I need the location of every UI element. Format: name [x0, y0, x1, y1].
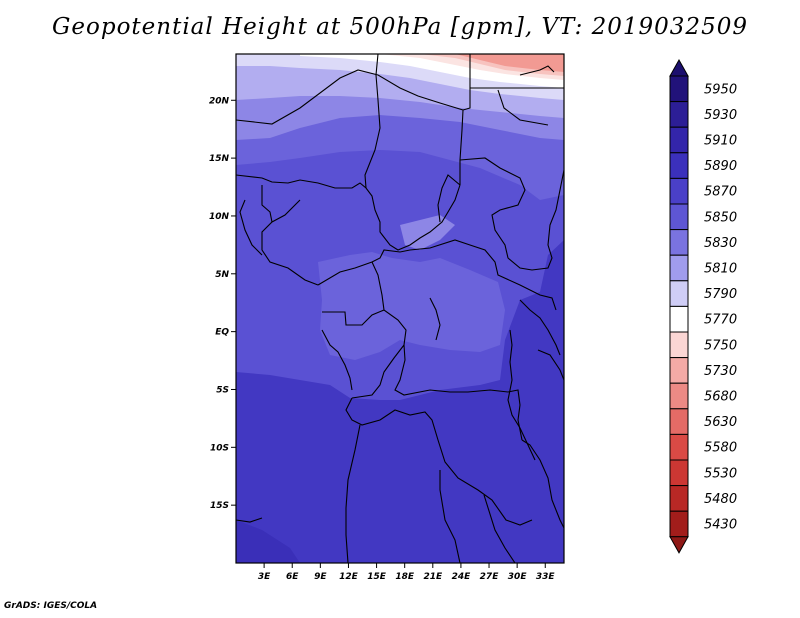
- colorbar-label: 5770: [704, 313, 737, 328]
- colorbar-swatch: [669, 357, 689, 384]
- field-south-deep: [236, 520, 300, 563]
- colorbar-label: 5530: [704, 466, 737, 481]
- colorbar-swatch: [669, 408, 689, 435]
- field-congo-patch: [400, 215, 455, 250]
- colorbar-label: 5630: [704, 415, 737, 430]
- colorbar-label: 5910: [704, 134, 737, 149]
- lat-tick-label: 5N: [215, 270, 229, 280]
- colorbar-swatch: [669, 75, 689, 103]
- colorbar-label: 5430: [704, 518, 737, 533]
- height-field: [236, 54, 564, 563]
- lon-tick-label: 3E: [258, 572, 271, 582]
- colorbar-label: 5890: [704, 159, 737, 174]
- country-borders: [236, 54, 564, 563]
- colorbar-label: 5930: [704, 108, 737, 123]
- lon-tick-label: 24E: [452, 572, 472, 582]
- colorbar-swatch: [669, 101, 689, 128]
- lat-tick-label: 20N: [209, 96, 230, 106]
- lon-tick-label: 33E: [536, 572, 556, 582]
- colorbar-label: 5830: [704, 236, 737, 251]
- field-red: [455, 54, 564, 72]
- colorbar-swatch: [669, 485, 689, 512]
- lat-tick-label: EQ: [215, 328, 229, 338]
- colorbar-label: 5580: [704, 441, 737, 456]
- colorbar-swatch: [669, 152, 689, 179]
- grads-credit: GrADS: IGES/COLA: [4, 601, 98, 611]
- colorbar-label: 5480: [704, 492, 737, 507]
- lon-tick-label: 18E: [395, 572, 415, 582]
- lon-tick-label: 27E: [480, 572, 500, 582]
- colorbar-label: 5850: [704, 210, 737, 225]
- lon-tick-label: 21E: [423, 572, 443, 582]
- colorbar-label: 5730: [704, 364, 737, 379]
- lon-tick-label: 6E: [286, 572, 299, 582]
- colorbar-swatch: [669, 280, 689, 307]
- lat-tick-label: 10N: [209, 212, 230, 222]
- colorbar-top-arrow: [669, 58, 689, 77]
- lon-tick-label: 9E: [314, 572, 327, 582]
- colorbar-bottom-arrow: [669, 536, 689, 554]
- colorbar-swatch: [669, 254, 689, 282]
- lat-tick-label: 15N: [209, 154, 230, 164]
- colorbar-swatch: [669, 433, 689, 461]
- colorbar-swatch: [669, 126, 689, 154]
- colorbar-label: 5950: [704, 82, 737, 97]
- lon-tick-label: 30E: [508, 572, 528, 582]
- field-central-patch: [318, 252, 505, 360]
- map-title: Geopotential Height at 500hPa [gpm], VT:…: [52, 14, 748, 40]
- colorbar-swatch: [669, 305, 689, 333]
- colorbar-swatch: [669, 459, 689, 487]
- map-axes: 20N 15N 10N 5N EQ 5S 10S 15S 3E 6E 9E 12E 15E 18E 21E 2…: [209, 96, 556, 582]
- colorbar-label: 5810: [704, 262, 737, 277]
- colorbar-swatch: [669, 382, 689, 410]
- colorbar-label: 5750: [704, 338, 737, 353]
- colorbar-swatch: [669, 203, 689, 231]
- colorbar-swatch: [669, 229, 689, 256]
- lon-tick-label: 15E: [367, 572, 387, 582]
- colorbar-label: 5790: [704, 287, 737, 302]
- lon-tick-label: 12E: [339, 572, 359, 582]
- colorbar-label: 5870: [704, 185, 737, 200]
- map-frame: [235, 53, 565, 564]
- colorbar-label: 5680: [704, 390, 737, 405]
- lat-tick-label: 10S: [210, 443, 229, 453]
- lat-tick-label: 15S: [210, 501, 229, 511]
- colorbar-swatch: [669, 177, 689, 205]
- colorbar-swatch: [669, 510, 689, 538]
- colorbar-swatch: [669, 331, 689, 359]
- colorbar: 5950 5930 5910 5890 5870 5850 5830 5810 5790 5770…: [669, 58, 737, 554]
- lat-tick-label: 5S: [216, 385, 229, 395]
